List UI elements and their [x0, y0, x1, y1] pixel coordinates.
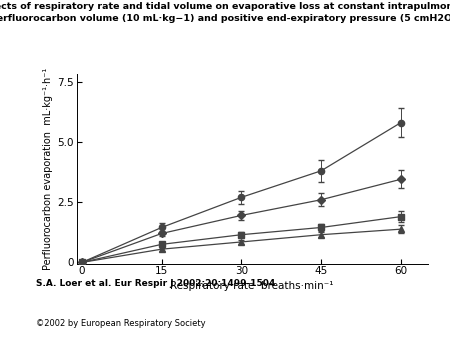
Text: ©2002 by European Respiratory Society: ©2002 by European Respiratory Society: [36, 319, 206, 329]
Y-axis label: Perfluorocarbon evaporation  mL·kg⁻¹·h⁻¹: Perfluorocarbon evaporation mL·kg⁻¹·h⁻¹: [43, 68, 53, 270]
Text: S.A. Loer et al. Eur Respir J 2002;20:1499-1504: S.A. Loer et al. Eur Respir J 2002;20:14…: [36, 279, 275, 288]
Text: perfluorocarbon volume (10 mL·kg−1) and positive end-expiratory pressure (5 cmH2: perfluorocarbon volume (10 mL·kg−1) and …: [0, 14, 450, 23]
Text: Effects of respiratory rate and tidal volume on evaporative loss at constant int: Effects of respiratory rate and tidal vo…: [0, 2, 450, 11]
X-axis label: Respiratory rate  breaths·min⁻¹: Respiratory rate breaths·min⁻¹: [170, 281, 334, 291]
